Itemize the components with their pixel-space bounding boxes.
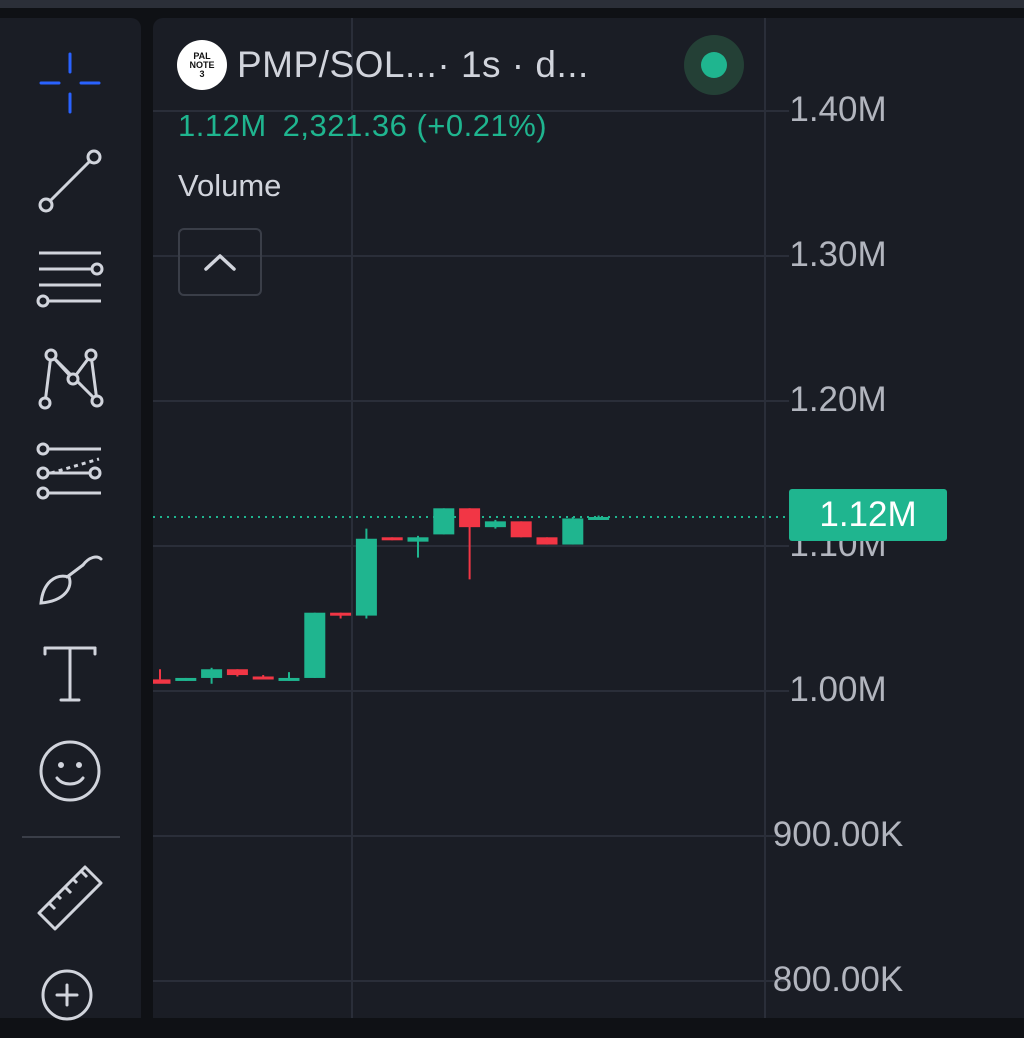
candle-body: [278, 677, 300, 681]
zoom-in-tool-button[interactable]: [20, 958, 120, 1038]
candle-body: [381, 537, 403, 541]
candle-body: [510, 521, 532, 538]
candle-body: [433, 508, 455, 535]
price-axis-label: 1.20M: [789, 380, 887, 419]
token-avatar-text: PAL NOTE 3: [189, 50, 215, 79]
market-open-dot: [701, 52, 727, 78]
symbol-name[interactable]: PMP/SOL...: [237, 44, 438, 85]
token-avatar[interactable]: PAL NOTE 3: [177, 40, 227, 90]
price-axis-label: 800.00K: [772, 960, 904, 999]
candle-body: [330, 612, 352, 616]
crosshair-tool-button[interactable]: [20, 43, 120, 123]
candle-body: [588, 517, 610, 520]
current-price-badge: 1.12M: [789, 489, 947, 541]
candle-body: [175, 677, 197, 681]
drawing-toolbar: [0, 18, 141, 1021]
emoji-tool-button[interactable]: [20, 731, 120, 811]
text-tool-button[interactable]: [20, 633, 120, 713]
chevron-up-icon: [204, 254, 236, 271]
trend-line-tool-button[interactable]: [20, 141, 120, 221]
candle-body: [201, 669, 223, 678]
ohlc-values: 1.12M 2,321.36 (+0.21%): [178, 108, 563, 144]
candle-body: [153, 679, 171, 684]
projection-tool-button[interactable]: [20, 436, 120, 516]
candle-body: [459, 508, 481, 528]
price-change-value: 2,321.36 (+0.21%): [282, 108, 548, 143]
crosshair-icon: [39, 52, 101, 114]
text-icon: [43, 646, 97, 702]
candle-body: [536, 537, 558, 545]
ruler-icon: [37, 865, 103, 931]
price-plot[interactable]: [153, 18, 1024, 1018]
candle-body: [252, 676, 274, 680]
pattern-tool-button[interactable]: [20, 338, 120, 418]
chart-pane[interactable]: PAL NOTE 3 PMP/SOL... · 1s · d... 1.12M 2…: [153, 18, 1024, 1018]
price-axis-label: 1.40M: [789, 90, 887, 129]
candle-body: [562, 518, 584, 545]
volume-indicator-label[interactable]: Volume: [178, 168, 282, 203]
last-price-value: 1.12M: [178, 108, 267, 143]
candle-body: [484, 521, 506, 528]
price-axis-label: 1.00M: [789, 670, 887, 709]
symbol-interval: · 1s · d...: [437, 44, 589, 85]
price-axis-label: 900.00K: [772, 815, 904, 854]
brush-tool-button[interactable]: [20, 536, 120, 616]
toolbar-divider: [22, 836, 120, 838]
price-axis-label: 1.30M: [789, 235, 887, 274]
candle-body: [226, 669, 248, 676]
zoom-in-icon: [41, 969, 93, 1021]
fib-lines-icon: [36, 251, 104, 308]
pattern-icon: [38, 348, 104, 410]
projection-icon: [36, 442, 102, 500]
candle-body: [407, 537, 429, 542]
market-status-indicator[interactable]: [684, 35, 744, 95]
candle-body: [355, 538, 377, 616]
fib-lines-tool-button[interactable]: [20, 240, 120, 320]
collapse-legend-button[interactable]: [178, 228, 262, 296]
ruler-tool-button[interactable]: [20, 858, 120, 938]
symbol-legend: PAL NOTE 3 PMP/SOL... · 1s · d...: [177, 40, 589, 90]
top-bar: [0, 0, 1024, 8]
brush-icon: [39, 555, 103, 605]
smiley-icon: [39, 740, 101, 802]
candle-body: [304, 612, 326, 678]
trend-line-icon: [38, 149, 102, 213]
